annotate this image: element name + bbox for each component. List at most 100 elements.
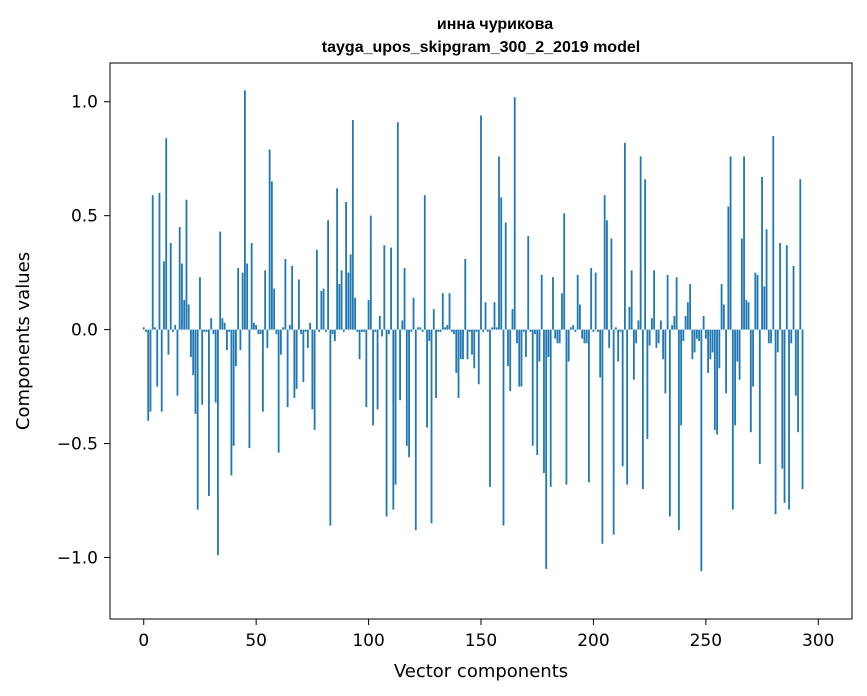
bar-160 xyxy=(502,329,505,526)
bar-229 xyxy=(657,329,660,344)
bar-218 xyxy=(633,329,635,380)
bar-228 xyxy=(655,329,658,348)
bar-88 xyxy=(340,270,343,330)
bar-36 xyxy=(223,322,226,330)
bar-249 xyxy=(702,315,705,330)
bar-17 xyxy=(181,263,183,330)
bar-222 xyxy=(641,329,644,490)
bar-171 xyxy=(527,236,530,330)
bar-118 xyxy=(408,329,410,458)
bar-154 xyxy=(489,329,491,487)
bar-235 xyxy=(671,325,674,330)
bar-45 xyxy=(244,90,246,330)
bar-209 xyxy=(612,329,615,535)
x-axis: 0 50 100 150 200 250 300 xyxy=(138,619,834,651)
bar-137 xyxy=(450,329,453,332)
bar-93 xyxy=(351,119,354,330)
bar-176 xyxy=(538,329,541,362)
bar-143 xyxy=(464,258,467,330)
bar-51 xyxy=(257,329,260,335)
bar-245 xyxy=(693,329,696,353)
bar-189 xyxy=(567,329,570,362)
bar-65 xyxy=(288,325,291,330)
bar-130 xyxy=(435,329,437,398)
bar-104 xyxy=(376,329,379,410)
bar-144 xyxy=(466,329,469,360)
bar-101 xyxy=(369,215,372,330)
bar-83 xyxy=(329,329,332,526)
bar-37 xyxy=(226,329,228,351)
bar-216 xyxy=(628,306,631,330)
bar-40 xyxy=(232,329,235,446)
bar-169 xyxy=(522,329,525,332)
bar-85 xyxy=(333,329,336,341)
bar-252 xyxy=(709,329,712,360)
bar-71 xyxy=(302,329,305,383)
bar-265 xyxy=(738,329,741,380)
bar-11 xyxy=(167,329,170,355)
bar-14 xyxy=(174,325,177,330)
bar-10 xyxy=(165,138,168,330)
bar-98 xyxy=(363,329,365,332)
bar-257 xyxy=(720,284,723,330)
bar-210 xyxy=(615,327,617,330)
bar-96 xyxy=(358,329,361,360)
bar-21 xyxy=(190,329,192,357)
bar-175 xyxy=(536,329,539,455)
bar-15 xyxy=(176,329,179,396)
bar-64 xyxy=(286,329,289,408)
bar-109 xyxy=(387,329,390,335)
bar-125 xyxy=(423,195,426,330)
bar-165 xyxy=(513,97,516,330)
bar-134 xyxy=(444,327,446,330)
bar-133 xyxy=(441,293,444,330)
bar-293 xyxy=(801,329,804,490)
bar-168 xyxy=(520,329,523,387)
bar-112 xyxy=(394,329,397,485)
bar-95 xyxy=(356,329,359,332)
bar-164 xyxy=(511,309,514,330)
bar-170 xyxy=(525,329,527,357)
bar-292 xyxy=(799,179,802,330)
bar-126 xyxy=(426,329,428,428)
bar-34 xyxy=(219,231,222,330)
x-tick-label: 100 xyxy=(352,631,384,651)
bar-103 xyxy=(374,329,377,332)
bar-27 xyxy=(203,329,206,332)
bar-18 xyxy=(183,299,186,330)
bar-273 xyxy=(756,274,759,330)
bar-6 xyxy=(156,329,159,387)
bar-19 xyxy=(185,199,188,330)
bar-159 xyxy=(500,197,503,330)
bar-202 xyxy=(597,329,599,332)
bar-268 xyxy=(745,299,748,330)
bar-162 xyxy=(507,329,509,367)
bar-114 xyxy=(399,329,401,401)
bar-123 xyxy=(419,327,422,330)
x-tick-label: 300 xyxy=(802,631,834,651)
bar-264 xyxy=(736,329,739,362)
bar-76 xyxy=(313,329,316,430)
bar-22 xyxy=(192,329,195,376)
bar-39 xyxy=(230,329,233,476)
y-tick-label: −0.5 xyxy=(57,435,98,455)
bar-72 xyxy=(304,329,307,332)
bar-193 xyxy=(576,274,579,330)
bar-46 xyxy=(246,263,249,330)
y-axis-label: Components values xyxy=(13,252,34,430)
bar-41 xyxy=(235,329,237,367)
bar-191 xyxy=(572,325,575,330)
bar-192 xyxy=(574,329,577,332)
bar-157 xyxy=(495,327,498,330)
bar-59 xyxy=(275,329,278,335)
bar-66 xyxy=(291,265,294,330)
bar-258 xyxy=(722,304,725,330)
bar-283 xyxy=(779,243,781,330)
bar-0 xyxy=(142,327,145,330)
bar-1 xyxy=(145,329,147,332)
bar-30 xyxy=(210,318,213,330)
bar-24 xyxy=(196,329,199,510)
bar-135 xyxy=(446,325,449,330)
bar-236 xyxy=(673,315,676,330)
